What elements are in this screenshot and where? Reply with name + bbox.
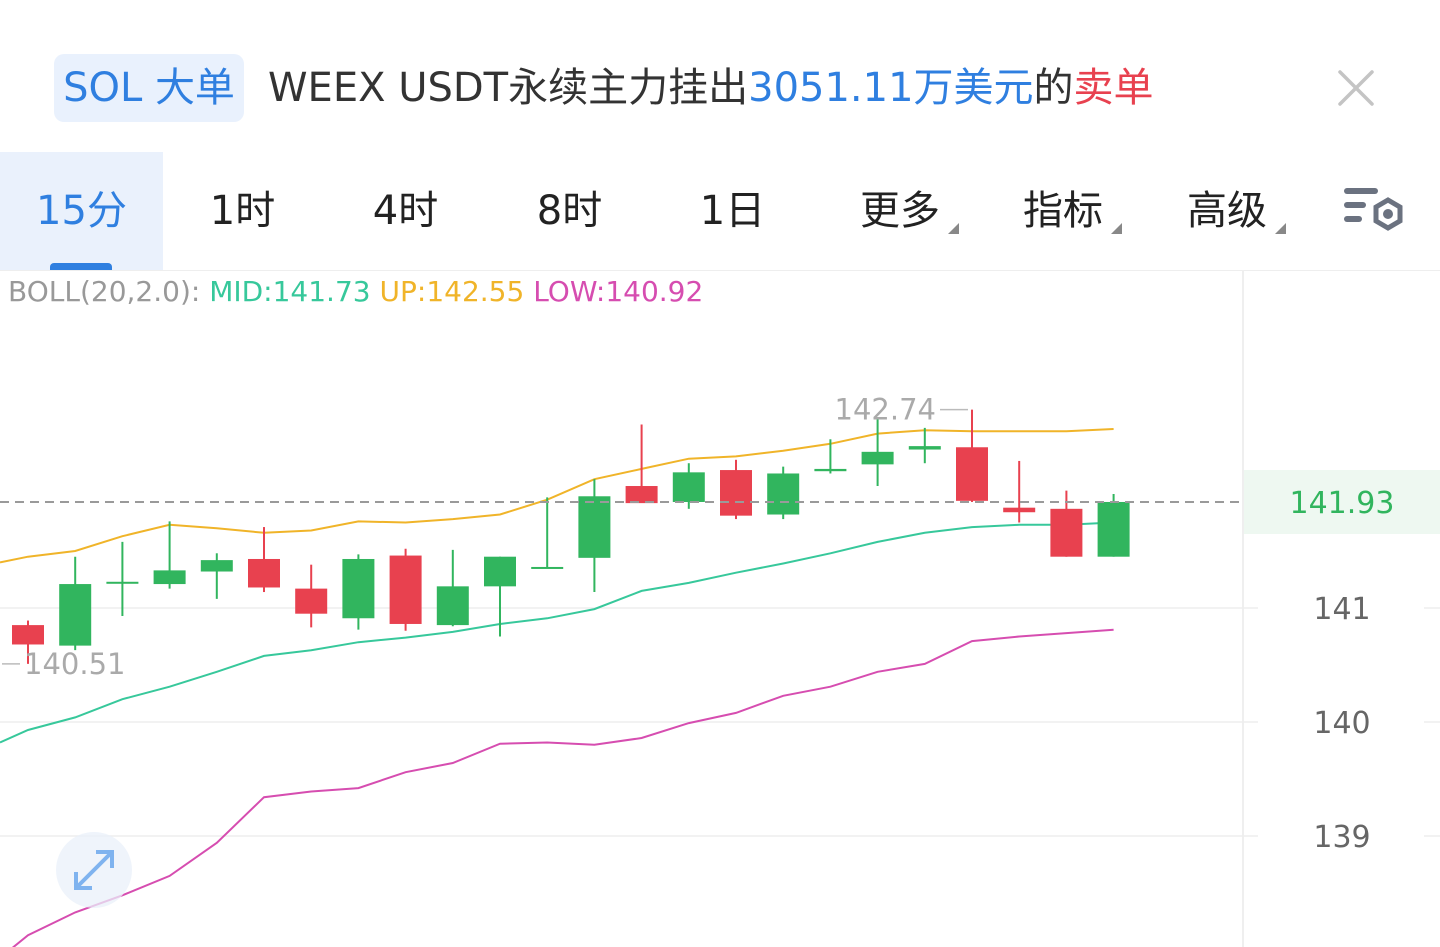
boll-label: BOLL(20,2.0): — [8, 275, 201, 308]
tab-1d[interactable]: 1日 — [675, 152, 790, 270]
candle-body — [484, 556, 516, 587]
boll-up-value: UP:142.55 — [379, 275, 525, 308]
alert-prefix: WEEX USDT永续主力挂出 — [268, 65, 749, 111]
y-tick-label: 141 — [1313, 592, 1370, 627]
y-tick-label: 139 — [1313, 820, 1370, 855]
candle-body — [436, 586, 469, 626]
menu-advanced[interactable]: 高级 — [1177, 152, 1286, 270]
menu-indicators[interactable]: 指标 — [1013, 152, 1122, 270]
tab-label: 4时 — [372, 188, 439, 234]
candle-body — [342, 558, 375, 619]
candle-body — [861, 451, 894, 465]
candle-body — [814, 468, 847, 472]
candle-body — [720, 470, 752, 516]
candle-body — [1097, 501, 1130, 557]
tab-8h[interactable]: 8时 — [512, 152, 627, 270]
low-price-label: 140.51 — [24, 647, 125, 681]
menu-label: 高级 — [1187, 188, 1267, 234]
candle-body — [248, 558, 280, 588]
tab-label: 8时 — [536, 188, 603, 234]
candle-body — [200, 560, 233, 572]
boll-legend: BOLL(20,2.0): MID:141.73 UP:142.55 LOW:1… — [8, 272, 703, 312]
candle-body — [956, 447, 988, 501]
menu-label: 更多 — [860, 188, 940, 234]
alert-headline: WEEX USDT永续主力挂出3051.11万美元的卖单 — [268, 54, 1154, 122]
current-price-label: 141.93 — [1290, 486, 1395, 521]
boll-low-value: LOW:140.92 — [533, 275, 704, 308]
alert-banner[interactable]: SOL 大单 WEEX USDT永续主力挂出3051.11万美元的卖单 — [0, 0, 1440, 150]
menu-label: 指标 — [1023, 188, 1103, 234]
boll-mid-value: MID:141.73 — [209, 275, 371, 308]
tab-label: 1时 — [209, 188, 276, 234]
candle-body — [531, 566, 564, 569]
expand-icon — [74, 850, 114, 890]
timeframe-tabs: 15分 1时 4时 8时 1日 更多 指标 高级 — [0, 152, 1440, 271]
y-tick-label: 140 — [1313, 706, 1370, 741]
candle-body — [59, 584, 92, 646]
tab-label: 15分 — [36, 188, 127, 234]
candle-body — [672, 472, 705, 502]
dropdown-triangle-icon — [948, 223, 959, 234]
high-price-label: 142.74 — [835, 393, 936, 427]
close-icon[interactable] — [1334, 66, 1378, 110]
candle-body — [1003, 507, 1036, 513]
candle-body — [295, 588, 328, 614]
menu-more[interactable]: 更多 — [850, 152, 959, 270]
candle-body — [767, 473, 800, 515]
tab-1h[interactable]: 1时 — [185, 152, 300, 270]
asset-tag: SOL 大单 — [54, 54, 244, 122]
candle-body — [106, 581, 139, 584]
current-price-badge — [1244, 469, 1440, 534]
candle-body — [12, 625, 44, 645]
chart-settings-icon[interactable] — [1340, 182, 1404, 242]
tab-label: 1日 — [699, 188, 766, 234]
candle-body — [153, 570, 186, 585]
boll-upper-line — [0, 428, 1114, 564]
candle-body — [578, 496, 611, 558]
candle-body — [908, 446, 941, 450]
boll-mid-line — [0, 521, 1114, 744]
dropdown-triangle-icon — [1111, 223, 1122, 234]
expand-chart-button[interactable] — [56, 832, 132, 908]
tab-4h[interactable]: 4时 — [348, 152, 463, 270]
candlestick-chart[interactable]: 139 140 141 141.93 142.74 140.51 — [0, 270, 1440, 947]
candle-body — [389, 555, 422, 624]
candle-body — [1050, 508, 1083, 557]
active-tab-indicator — [50, 263, 112, 270]
dropdown-triangle-icon — [1275, 223, 1286, 234]
alert-side: 卖单 — [1073, 65, 1154, 111]
boll-lower-line — [11, 628, 1114, 947]
alert-middle: 的 — [1033, 65, 1074, 111]
tab-15m[interactable]: 15分 — [0, 152, 163, 270]
alert-amount: 3051.11万美元 — [748, 65, 1034, 111]
candle-body — [625, 486, 658, 504]
